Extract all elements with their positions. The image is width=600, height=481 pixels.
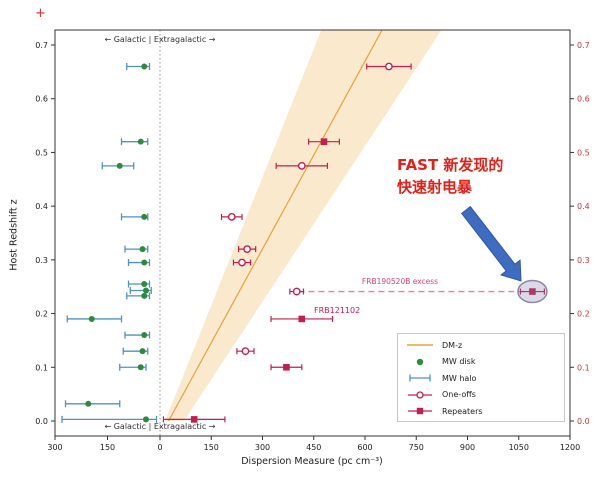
repeaters-series [162,138,545,423]
x-tick-label-extragalactic: 300 [255,443,270,452]
repeater-point [529,288,536,295]
x-axis-title: Dispersion Measure (pc cm⁻³) [241,456,383,467]
region-annotation-top: ← Galactic | Extragalactic → [104,35,216,44]
legend-item-dmz: DM-z [398,337,564,354]
mw-halo-icon [409,374,431,382]
one-off-point [243,245,252,254]
frb190520b-excess-label: FRB190520B excess [361,277,439,286]
y-axis-title: Host Redshift z [8,199,20,271]
y-tick-label-right: 0.4 [577,202,590,211]
frb121102-label: FRB121102 [314,306,361,315]
fast-discovery-callout: FAST 新发现的 快速射电暴 [397,155,503,199]
legend-label-mw-disk: MW disk [442,357,476,367]
y-tick-label-left: 0.6 [35,95,48,104]
axes-box [54,29,571,437]
x-tick-label-galactic: 0 [157,443,162,452]
mw-disk-point [141,213,148,220]
legend-label-mw-halo: MW halo [442,373,477,383]
one-off-point [297,161,306,170]
repeater-point [283,363,290,371]
x-tick-label-extragalactic: 1200 [560,443,580,452]
dmz-uncertainty-band [165,30,442,421]
mw-disk-point [139,246,146,253]
repeater-point [320,138,328,145]
y-tick-label-left: 0.3 [35,256,48,265]
mw-disk-icon [416,358,424,365]
mw-disk-point [139,348,146,355]
one-offs-icon [408,391,432,399]
y-tick-label-right: 0.2 [577,310,590,319]
y-tick-label-left: 0.0 [35,417,48,426]
one-off-point [385,62,393,71]
chart-legend: DM-z MW disk MW halo One-offs [397,333,565,422]
dmz-relation-line [168,29,383,422]
one-offs-series [220,62,412,356]
mw-disk-point [141,63,148,70]
y-tick-label-left: 0.5 [35,148,48,157]
legend-item-mw-disk: MW disk [398,354,564,371]
dmz-line-icon [407,344,433,346]
callout-arrow [461,205,522,282]
axis-ticks: 0.0 0.0 0.1 0.1 0.2 0.2 0.3 0.3 0.4 0.4 0.5 0.5 0.6 0… [35,41,589,452]
repeater-point [298,315,306,323]
y-tick-label-right: 0.1 [577,363,590,372]
one-off-point [238,258,246,267]
mw-disk-series [85,63,149,423]
y-tick-label-right: 0.0 [577,417,590,426]
callout-line-2: 快速射电暴 [397,177,473,196]
y-tick-label-right: 0.3 [577,256,590,265]
y-tick-label-left: 0.4 [35,202,48,211]
one-off-point [292,287,301,296]
mw-disk-point [137,364,144,371]
one-off-point [241,347,250,356]
legend-item-mw-halo: MW halo [398,370,564,387]
mw-disk-point [116,162,123,169]
y-tick-label-left: 0.2 [35,310,48,319]
mw-halo-series [61,62,158,423]
y-tick-label-left: 0.7 [35,41,48,50]
x-tick-label-galactic: 150 [100,443,115,452]
legend-label-repeaters: Repeaters [442,406,483,416]
mw-disk-point [85,400,92,407]
one-off-point [227,212,236,221]
x-tick-label-extragalactic: 750 [409,443,424,452]
repeaters-icon [408,408,432,415]
mw-disk-point [141,259,148,266]
y-tick-label-right: 0.7 [577,41,590,50]
x-tick-label-extragalactic: 1050 [509,443,529,452]
x-tick-label-extragalactic: 150 [204,443,219,452]
y-tick-label-right: 0.6 [577,95,590,104]
crop-mark: + [35,6,46,21]
y-tick-label-left: 0.1 [35,363,48,372]
legend-label-one-offs: One-offs [442,390,476,400]
mw-disk-point [141,332,148,339]
mw-disk-point [141,281,148,288]
x-tick-label-extragalactic: 450 [306,443,321,452]
x-tick-label-extragalactic: 600 [357,443,372,452]
legend-label-dmz: DM-z [442,340,463,350]
repeater-point [190,416,198,423]
highlight-ellipse [517,279,548,304]
region-annotation-bottom: ← Galactic | Extragalactic → [104,422,216,431]
callout-line-1: FAST 新发现的 [397,156,504,174]
x-tick-label-galactic: 300 [47,443,62,452]
mw-disk-point [141,292,148,299]
x-tick-label-extragalactic: 900 [460,443,475,452]
mw-disk-point [137,138,144,145]
mw-disk-point [143,287,149,294]
mw-disk-point [143,416,149,423]
legend-item-repeaters: Repeaters [398,403,564,420]
legend-item-one-offs: One-offs [398,387,564,404]
mw-disk-point [88,315,95,322]
y-tick-label-right: 0.5 [577,148,590,157]
